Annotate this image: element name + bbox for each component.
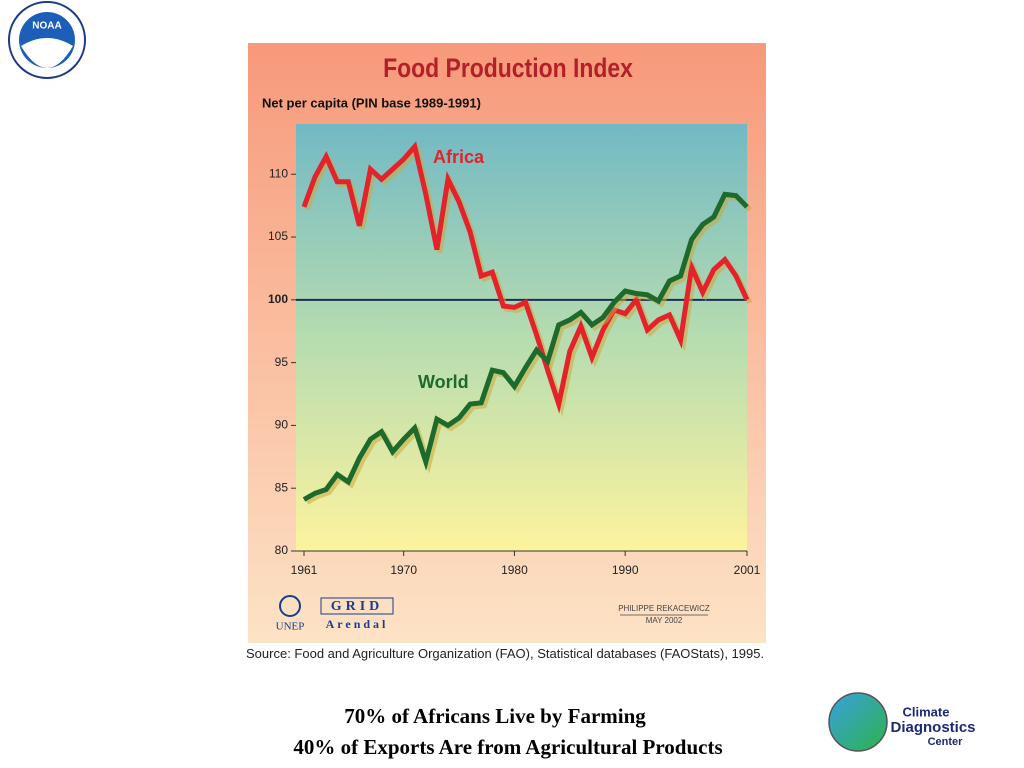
y-tick-label: 80 bbox=[275, 543, 289, 557]
credit-date: MAY 2002 bbox=[646, 616, 683, 625]
source-box: Source: Food and Agriculture Organizatio… bbox=[246, 646, 765, 661]
cdc-text: Climate bbox=[903, 704, 950, 719]
plot-area bbox=[296, 124, 747, 551]
unep-text: UNEP bbox=[276, 621, 305, 633]
series-label: World bbox=[418, 372, 469, 392]
arendal-text: Arendal bbox=[326, 617, 389, 631]
x-tick-label: 1980 bbox=[501, 563, 528, 577]
y-tick-label: 85 bbox=[275, 480, 289, 494]
x-tick-label: 2001 bbox=[734, 563, 761, 577]
y-tick-label: 105 bbox=[268, 229, 288, 243]
chart-title: Food Production Index bbox=[383, 53, 633, 83]
cdc-logo: Climate Diagnostics Center bbox=[828, 692, 976, 752]
chart-subtitle: Net per capita (PIN base 1989-1991) bbox=[262, 95, 481, 110]
source: Source: Food and Agriculture Organizatio… bbox=[246, 646, 765, 661]
y-tick-label: 95 bbox=[275, 355, 289, 369]
series-label: Africa bbox=[433, 147, 485, 167]
cdc-text: Diagnostics bbox=[890, 719, 975, 736]
x-tick-label: 1961 bbox=[291, 563, 318, 577]
y-tick-label: 90 bbox=[275, 418, 289, 432]
y-tick-label: 110 bbox=[269, 166, 288, 180]
series-line bbox=[302, 191, 749, 502]
x-tick-label: 1970 bbox=[390, 563, 417, 577]
x-tick-label: 1990 bbox=[612, 563, 639, 577]
noaa-text: NOAA bbox=[32, 21, 61, 32]
plot: 80 85 90 95 100 105 110 1961 1970 1980 1990 2001 Afr… bbox=[268, 141, 761, 577]
cdc-text: Center bbox=[928, 736, 964, 748]
series-line bbox=[301, 141, 750, 414]
grid-box bbox=[320, 597, 394, 615]
caption-line: 40% of Exports Are from Agricultural Pro… bbox=[293, 735, 722, 759]
grid-text: GRID bbox=[331, 599, 384, 614]
caption-line: 70% of Africans Live by Farming bbox=[344, 704, 646, 728]
noaa-logo: NOAA bbox=[8, 1, 86, 79]
y-tick-label: 100 bbox=[268, 292, 288, 306]
credit-author: PHILIPPE REKACEWICZ bbox=[618, 604, 710, 613]
unep-logo: UNEP bbox=[276, 595, 305, 633]
